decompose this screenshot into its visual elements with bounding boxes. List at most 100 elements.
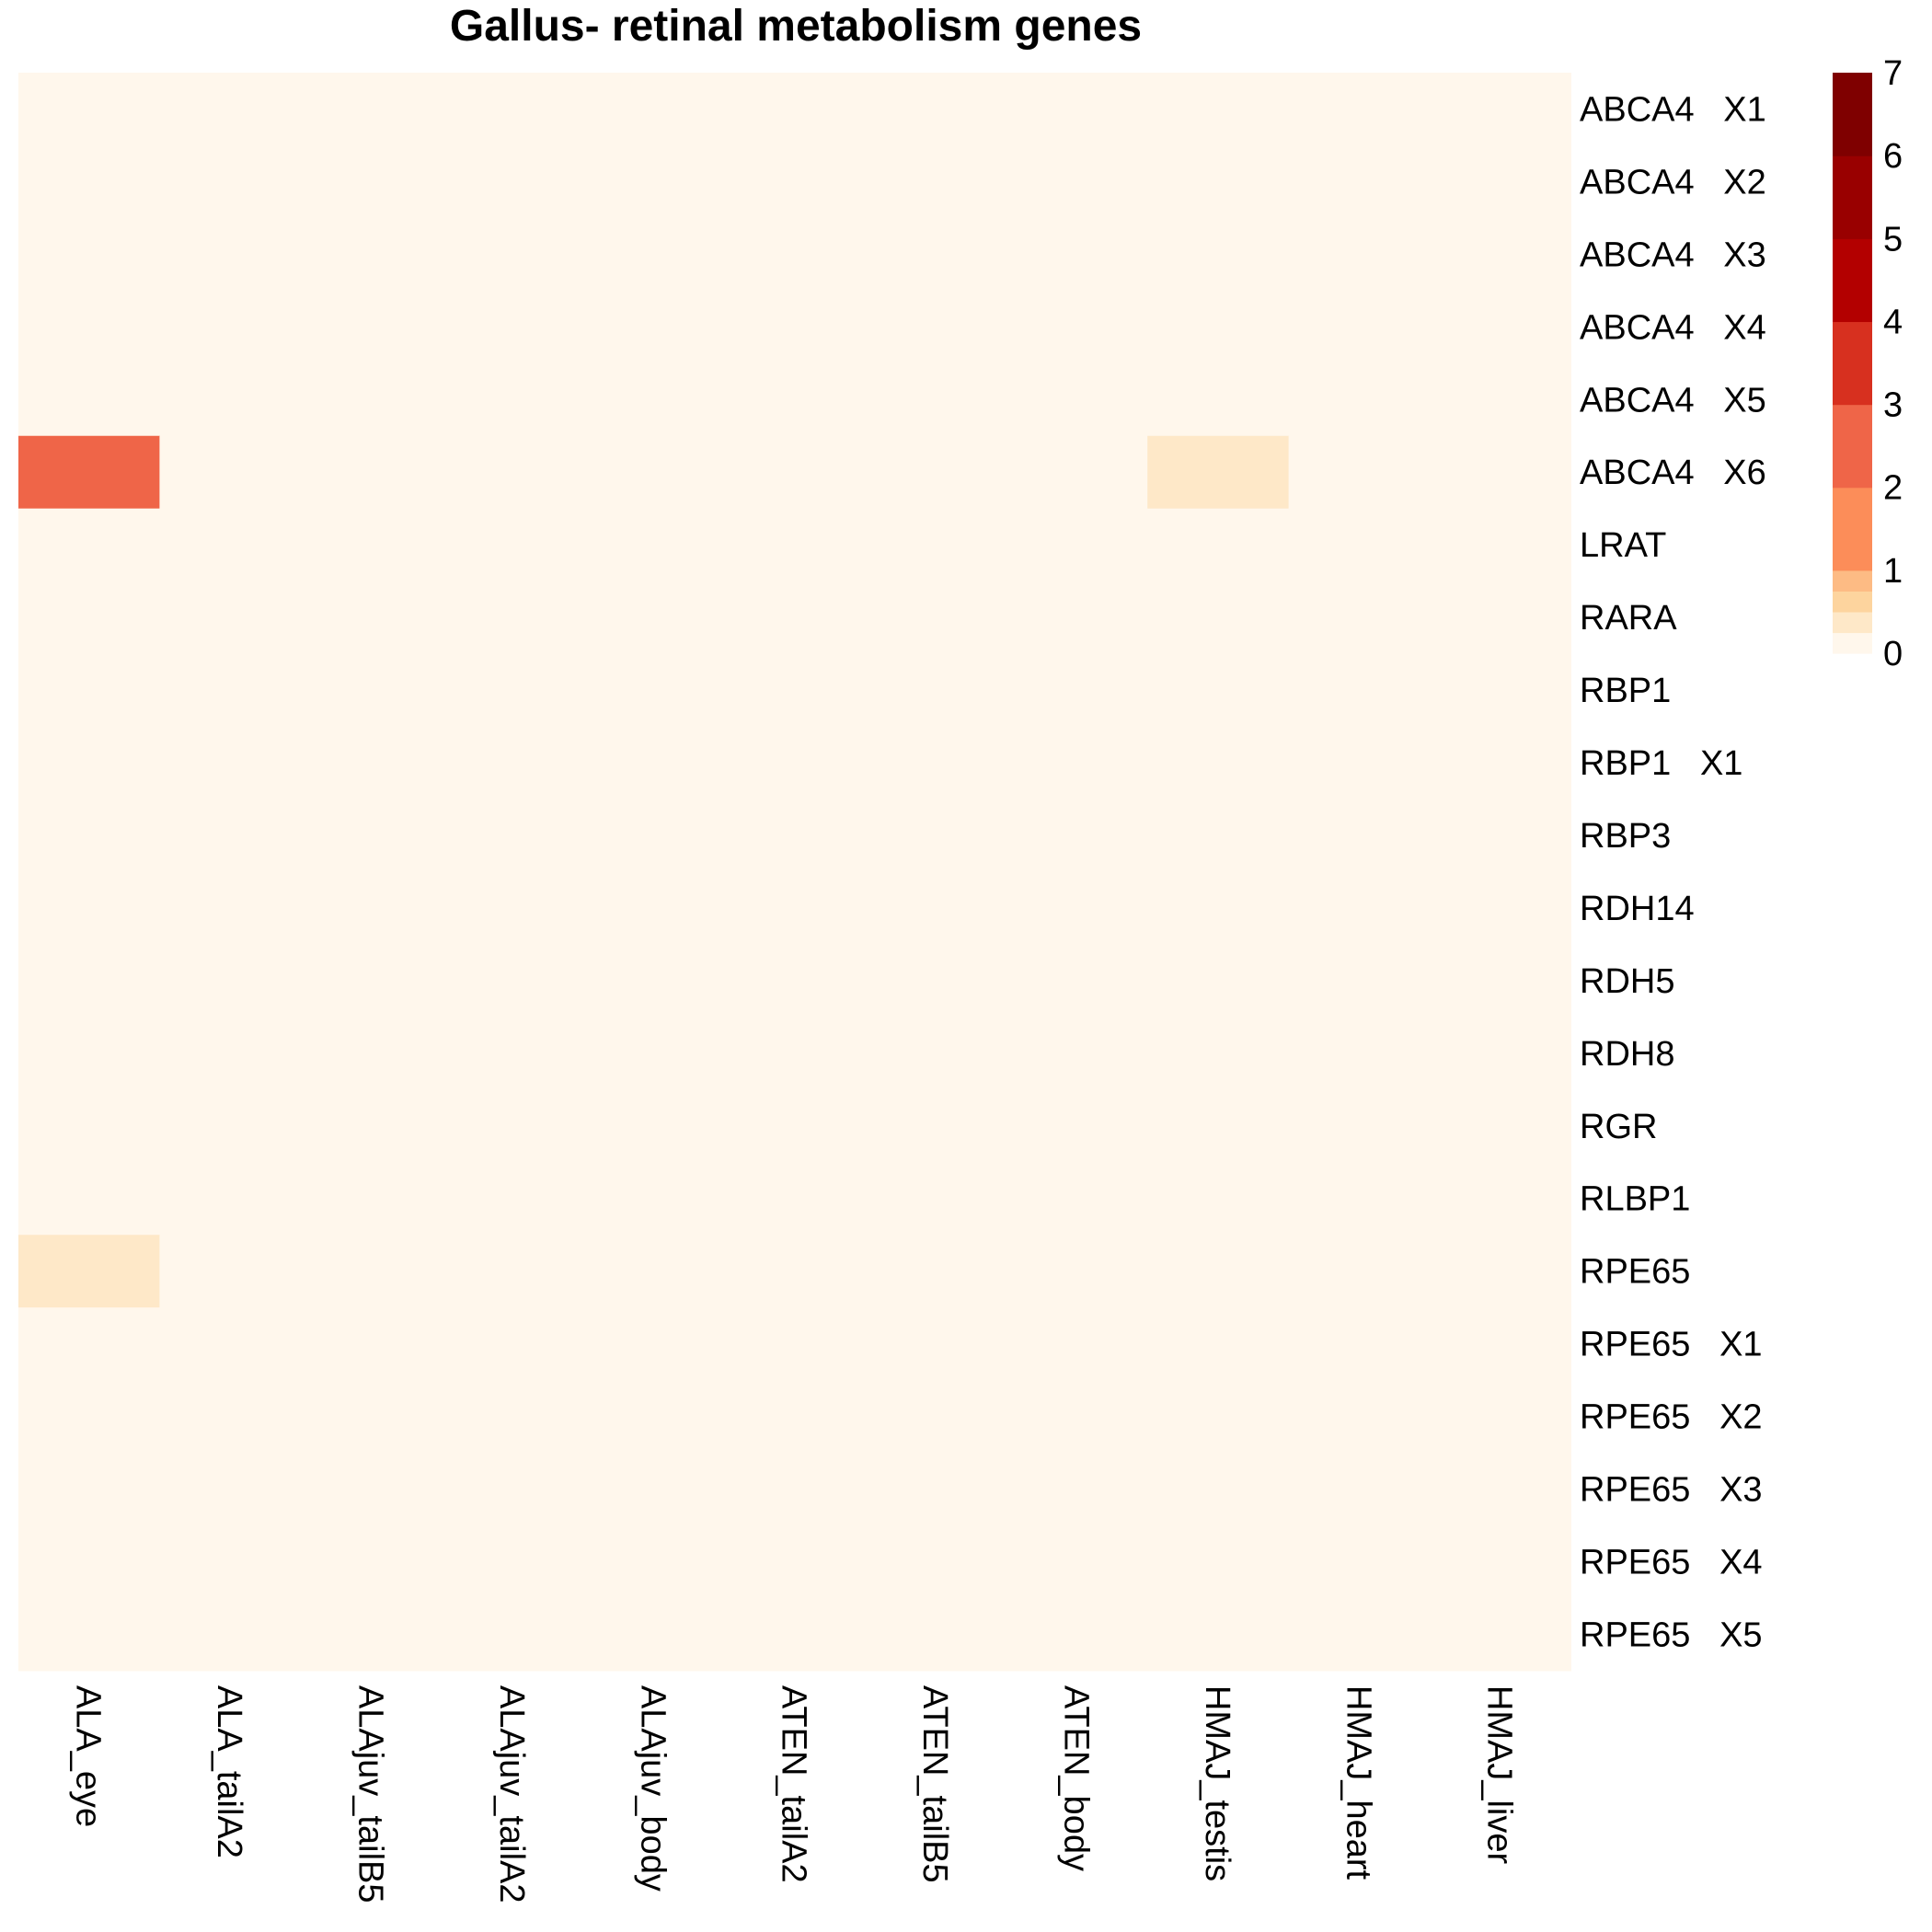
heatmap-cell — [1006, 1162, 1148, 1236]
heatmap-cell — [300, 1525, 443, 1599]
heatmap-cell — [1147, 508, 1290, 582]
heatmap-cell — [724, 1307, 866, 1381]
heatmap-cell — [865, 1089, 1007, 1163]
heatmap-cell — [159, 1089, 302, 1163]
heatmap-cell — [18, 290, 160, 364]
heatmap-cell — [442, 1597, 584, 1672]
heatmap-cell — [865, 653, 1007, 728]
heatmap-cell — [582, 362, 725, 437]
heatmap-cell — [1288, 581, 1431, 655]
heatmap-cell — [18, 944, 160, 1018]
heatmap-cell — [1288, 1597, 1431, 1672]
heatmap-cell — [582, 799, 725, 873]
heatmap-cell — [1430, 1235, 1571, 1308]
heatmap-cell — [865, 581, 1007, 655]
heatmap-cell — [582, 435, 725, 510]
heatmap-cell — [1147, 1525, 1290, 1599]
heatmap-cell — [1006, 508, 1148, 582]
heatmap-cell — [300, 1453, 443, 1526]
heatmap-cell — [1288, 871, 1431, 945]
heatmap-cell — [1288, 508, 1431, 582]
heatmap-cell — [865, 73, 1007, 146]
legend-tick-label: 3 — [1883, 386, 1903, 425]
heatmap-cell — [1288, 1380, 1431, 1454]
legend-swatch — [1833, 238, 1872, 323]
heatmap-cell — [442, 73, 584, 146]
row-label: RPE65 — [1580, 1253, 1690, 1292]
heatmap-cell — [1430, 290, 1571, 364]
heatmap-cell — [159, 944, 302, 1018]
heatmap-cell — [442, 217, 584, 292]
heatmap-cell — [1147, 726, 1290, 800]
heatmap-cell — [1288, 290, 1431, 364]
heatmap-cell — [1006, 1380, 1148, 1454]
heatmap-cell — [865, 1307, 1007, 1381]
heatmap-cell — [865, 1235, 1007, 1308]
heatmap-cell — [724, 581, 866, 655]
heatmap-cell — [159, 1453, 302, 1526]
heatmap-cell — [1006, 1089, 1148, 1163]
heatmap-cell — [442, 871, 584, 945]
heatmap-cell — [865, 1597, 1007, 1672]
heatmap-cell — [724, 1235, 866, 1308]
heatmap-cell — [582, 290, 725, 364]
heatmap-cell — [442, 1162, 584, 1236]
heatmap-cell — [1288, 1162, 1431, 1236]
heatmap-cell — [865, 1162, 1007, 1236]
heatmap-cell — [1147, 1597, 1290, 1672]
heatmap-cell — [1288, 1453, 1431, 1526]
heatmap-cell — [865, 290, 1007, 364]
column-label: ALA_tailA2 — [210, 1685, 248, 1858]
heatmap-cell — [18, 799, 160, 873]
column-label: ATEN_body — [1057, 1685, 1096, 1871]
heatmap-cell — [442, 944, 584, 1018]
heatmap-cell — [1147, 1307, 1290, 1381]
heatmap-cell — [159, 1380, 302, 1454]
legend-tick-label: 0 — [1883, 635, 1903, 673]
heatmap-cell — [1430, 1162, 1571, 1236]
heatmap-cell — [18, 1235, 160, 1308]
heatmap-cell — [159, 508, 302, 582]
heatmap-cell — [18, 217, 160, 292]
heatmap-cell — [724, 435, 866, 510]
legend-swatch — [1833, 632, 1872, 654]
heatmap-cell — [1147, 144, 1290, 219]
heatmap-cell — [300, 799, 443, 873]
heatmap-cell — [18, 871, 160, 945]
heatmap-cell — [18, 73, 160, 146]
heatmap-cell — [582, 217, 725, 292]
column-label: HMAJ_testis — [1198, 1685, 1236, 1881]
heatmap-cell — [1430, 799, 1571, 873]
column-label: HMAJ_heart — [1339, 1685, 1377, 1880]
heatmap-cell — [18, 362, 160, 437]
row-label: RGR — [1580, 1108, 1657, 1146]
heatmap-cell — [1430, 508, 1571, 582]
heatmap-cell — [582, 581, 725, 655]
heatmap-cell — [442, 290, 584, 364]
heatmap-cell — [18, 1525, 160, 1599]
heatmap-cell — [300, 1162, 443, 1236]
heatmap-cell — [300, 726, 443, 800]
heatmap-cell — [1430, 653, 1571, 728]
heatmap-cell — [865, 944, 1007, 1018]
row-label: RBP1 X1 — [1580, 744, 1742, 783]
heatmap-cell — [582, 653, 725, 728]
heatmap-cell — [865, 435, 1007, 510]
heatmap-cell — [300, 144, 443, 219]
heatmap-cell — [442, 1307, 584, 1381]
heatmap-cell — [1288, 944, 1431, 1018]
heatmap-cell — [300, 1089, 443, 1163]
heatmap-cell — [1147, 362, 1290, 437]
heatmap-cell — [300, 871, 443, 945]
heatmap-cell — [1430, 144, 1571, 219]
legend-tick-label: 2 — [1883, 469, 1903, 508]
heatmap-cell — [18, 144, 160, 219]
legend-swatch — [1833, 569, 1872, 592]
heatmap-cell — [1288, 217, 1431, 292]
heatmap-cell — [159, 581, 302, 655]
heatmap-cell — [300, 290, 443, 364]
heatmap-cell — [1006, 362, 1148, 437]
heatmap-cells — [18, 73, 1571, 1672]
heatmap-cell — [582, 1307, 725, 1381]
heatmap-cell — [159, 217, 302, 292]
